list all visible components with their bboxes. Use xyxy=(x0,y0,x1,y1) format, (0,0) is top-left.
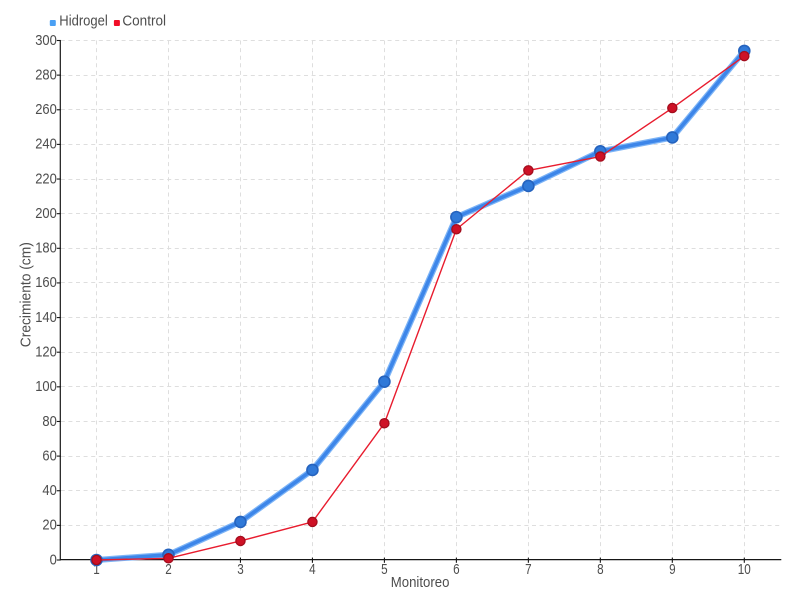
svg-text:2: 2 xyxy=(165,561,172,578)
svg-text:40: 40 xyxy=(42,482,56,499)
svg-text:140: 140 xyxy=(35,309,57,326)
svg-text:Monitoreo: Monitoreo xyxy=(391,574,450,591)
svg-text:Control: Control xyxy=(122,12,166,29)
svg-text:300: 300 xyxy=(35,32,57,49)
svg-text:60: 60 xyxy=(42,447,56,464)
svg-text:100: 100 xyxy=(35,378,57,395)
svg-text:4: 4 xyxy=(309,561,316,578)
svg-text:280: 280 xyxy=(35,66,57,83)
svg-text:1: 1 xyxy=(93,561,100,578)
svg-text:9: 9 xyxy=(669,561,676,578)
svg-text:3: 3 xyxy=(237,561,244,578)
svg-text:120: 120 xyxy=(35,344,57,361)
svg-text:7: 7 xyxy=(525,561,532,578)
svg-text:240: 240 xyxy=(35,136,57,153)
svg-text:5: 5 xyxy=(381,561,388,578)
svg-text:6: 6 xyxy=(453,561,460,578)
svg-text:80: 80 xyxy=(42,413,56,430)
svg-text:180: 180 xyxy=(35,240,57,257)
svg-text:160: 160 xyxy=(35,274,57,291)
svg-text:Hidrogel: Hidrogel xyxy=(59,12,108,29)
svg-text:200: 200 xyxy=(35,205,57,222)
svg-text:260: 260 xyxy=(35,101,57,118)
svg-text:Crecimiento (cm): Crecimiento (cm) xyxy=(17,242,34,347)
svg-text:20: 20 xyxy=(42,517,56,534)
svg-text:8: 8 xyxy=(597,561,604,578)
svg-text:10: 10 xyxy=(738,561,751,578)
svg-text:0: 0 xyxy=(50,551,57,568)
svg-text:220: 220 xyxy=(35,170,57,187)
